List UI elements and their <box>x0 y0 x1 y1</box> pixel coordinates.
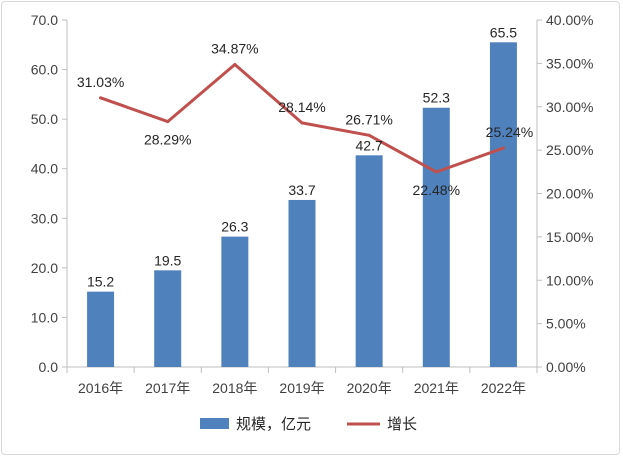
bar-2021年 <box>422 107 450 368</box>
left-axis-tick-label: 40.0 <box>31 161 58 177</box>
bar-series <box>87 42 517 368</box>
growth-value-label: 28.29% <box>144 132 191 148</box>
x-axis-tick-label: 2019年 <box>279 380 324 396</box>
bar-value-label: 65.5 <box>490 24 517 40</box>
growth-value-label: 22.48% <box>413 182 460 198</box>
bar-2018年 <box>221 236 249 367</box>
legend-bar-swatch <box>200 418 229 429</box>
right-axis-tick-label: 15.00% <box>546 229 593 245</box>
bar-value-label: 26.3 <box>221 219 248 235</box>
right-axis-tick-label: 40.00% <box>546 12 593 28</box>
growth-point <box>367 133 371 137</box>
data-labels: 15.2 19.5 26.3 33.7 42.7 52.3 65.5 31.03% 28.29%… <box>77 24 533 289</box>
right-axis-tick-label: 35.00% <box>546 55 593 71</box>
left-axis-tick-label: 30.0 <box>31 210 58 226</box>
right-axis-tick-label: 0.00% <box>546 359 586 375</box>
left-axis-tick-label: 0.0 <box>39 359 59 375</box>
growth-point <box>300 121 304 125</box>
growth-value-label: 25.24% <box>486 124 533 140</box>
left-axis-tick-label: 70.0 <box>31 12 58 28</box>
right-axis-tick-label: 20.00% <box>546 186 593 202</box>
legend: 规模，亿元 增长 <box>200 416 417 433</box>
bar-value-label: 33.7 <box>288 182 315 198</box>
left-axis-tick-label: 50.0 <box>31 111 58 127</box>
x-axis-tick-label: 2016年 <box>78 380 123 396</box>
x-axis-tick-label: 2018年 <box>212 380 257 396</box>
growth-point <box>99 96 103 100</box>
growth-point <box>434 170 438 174</box>
bar-value-label: 15.2 <box>87 274 114 290</box>
bar-2017年 <box>154 270 182 367</box>
right-axis-tick-label: 5.00% <box>546 316 586 332</box>
bar-2022年 <box>489 42 517 368</box>
x-axis-tick-label: 2021年 <box>414 380 459 396</box>
line-series <box>99 63 505 174</box>
bar-value-label: 52.3 <box>423 90 450 106</box>
axes: 0.0 10.0 20.0 30.0 40.0 50.0 60.0 70.0 0.00% 5.00… <box>31 12 594 396</box>
left-axis-tick-label: 60.0 <box>31 62 58 78</box>
growth-point <box>233 63 237 67</box>
left-axis-tick-label: 20.0 <box>31 260 58 276</box>
growth-point <box>166 120 170 124</box>
legend-bar-label: 规模，亿元 <box>236 416 311 433</box>
x-axis-tick-label: 2020年 <box>347 380 392 396</box>
bar-value-label: 42.7 <box>356 137 383 153</box>
growth-value-label: 31.03% <box>77 74 124 90</box>
right-axis-tick-label: 25.00% <box>546 142 593 158</box>
x-axis-tick-label: 2017年 <box>145 380 190 396</box>
growth-value-label: 28.14% <box>278 99 325 115</box>
x-axis-tick-label: 2022年 <box>481 380 526 396</box>
right-axis-tick-label: 10.00% <box>546 272 593 288</box>
legend-line-label: 增长 <box>387 416 417 433</box>
growth-value-label: 26.71% <box>345 111 392 127</box>
left-axis-tick-label: 10.0 <box>31 309 58 325</box>
growth-point <box>501 146 505 150</box>
bar-2016年 <box>87 291 115 367</box>
right-axis-tick-label: 30.00% <box>546 99 593 115</box>
growth-value-label: 34.87% <box>211 41 258 57</box>
bar-2020年 <box>355 155 383 367</box>
bar-value-label: 19.5 <box>154 252 181 268</box>
bar-2019年 <box>288 199 316 367</box>
